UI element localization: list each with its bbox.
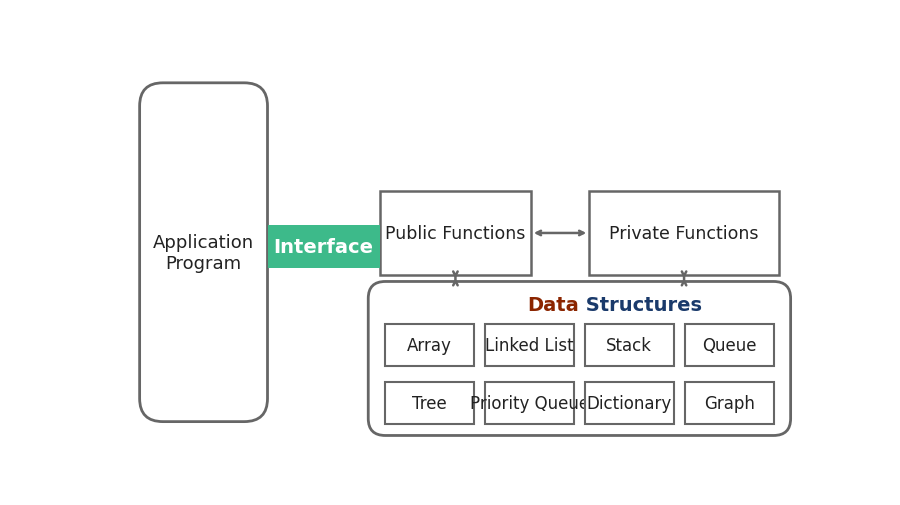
FancyBboxPatch shape	[140, 84, 267, 422]
Bar	[685, 324, 774, 367]
Text: Queue: Queue	[702, 336, 756, 355]
Text: Array: Array	[408, 336, 452, 355]
Text: Tree: Tree	[412, 394, 447, 412]
Bar	[590, 191, 779, 276]
Bar	[380, 191, 531, 276]
Text: Dictionary: Dictionary	[587, 394, 672, 412]
Bar	[685, 382, 774, 424]
Text: Application
Program: Application Program	[153, 233, 254, 272]
Text: Stack: Stack	[607, 336, 652, 355]
Text: Data: Data	[527, 295, 580, 315]
Bar	[485, 324, 574, 367]
Text: Linked List: Linked List	[485, 336, 574, 355]
Bar	[385, 382, 474, 424]
Bar	[485, 382, 574, 424]
Bar	[267, 226, 380, 268]
Text: Graph: Graph	[704, 394, 754, 412]
FancyBboxPatch shape	[368, 282, 790, 436]
Text: Priority Queue: Priority Queue	[470, 394, 590, 412]
Bar	[585, 382, 674, 424]
Text: Interface: Interface	[274, 237, 373, 257]
Bar	[385, 324, 474, 367]
Text: Public Functions: Public Functions	[385, 225, 526, 242]
Text: Private Functions: Private Functions	[609, 225, 759, 242]
Bar	[585, 324, 674, 367]
Text: Structures: Structures	[580, 295, 702, 315]
